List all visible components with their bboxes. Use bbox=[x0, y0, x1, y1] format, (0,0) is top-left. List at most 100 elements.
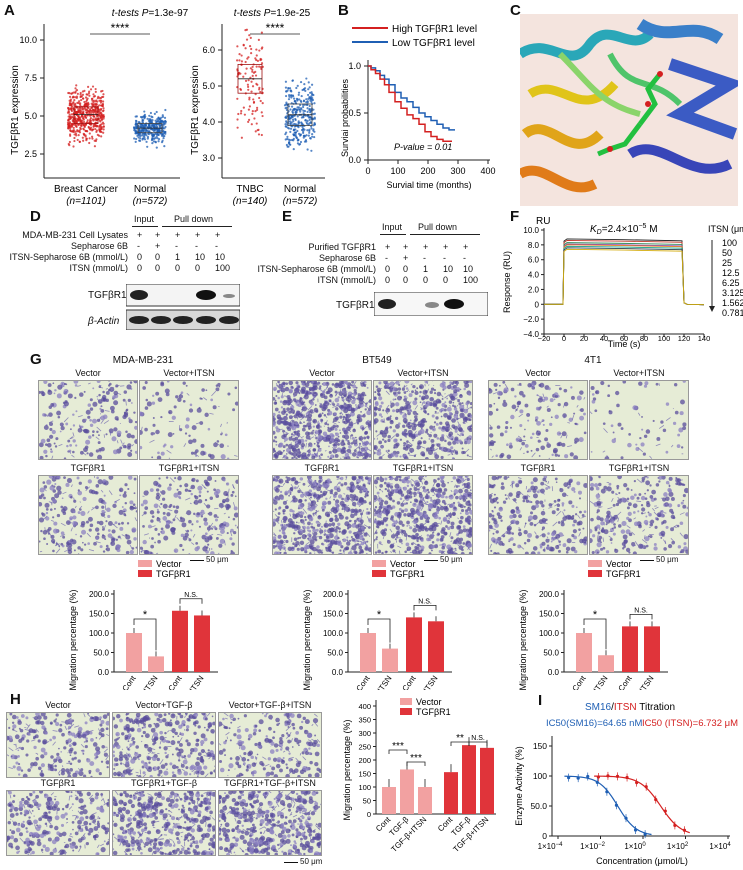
panel-a-left-g1: Breast Cancer bbox=[54, 184, 119, 195]
scale-bar bbox=[640, 560, 654, 561]
panel-a-point bbox=[93, 95, 97, 98]
panel-a-point bbox=[238, 59, 241, 62]
panel-a-point bbox=[308, 104, 311, 108]
panel-a-point bbox=[77, 100, 81, 103]
panel-g-ytick: 100.0 bbox=[539, 629, 560, 638]
panel-a-point bbox=[248, 105, 251, 108]
panel-a-point bbox=[250, 123, 253, 126]
panel-b-xtick: 200 bbox=[420, 166, 435, 176]
panel-a-point bbox=[310, 100, 313, 104]
panel-a-point bbox=[292, 137, 295, 140]
panel-a-point bbox=[142, 124, 145, 127]
panel-a-point bbox=[70, 92, 73, 95]
wb-row-name: ITSN-Sepharose 6B (mmol/L) bbox=[9, 252, 128, 262]
panel-a-point bbox=[145, 129, 148, 132]
panel-a-point bbox=[99, 99, 102, 102]
micrograph-caption: Vector+TGF-β bbox=[135, 700, 193, 710]
panel-i-ic-itsn: IC50 (ITSN)=6.732 μM bbox=[642, 718, 738, 729]
panel-a-point bbox=[74, 87, 77, 90]
panel-a-point bbox=[245, 67, 248, 70]
panel-i-curve bbox=[564, 775, 652, 836]
panel-a-right-sig: **** bbox=[266, 21, 285, 35]
wb-cell: 0 bbox=[385, 264, 391, 274]
panel-label-h: H bbox=[10, 691, 21, 708]
panel-a-point bbox=[248, 118, 251, 121]
panel-a-point bbox=[293, 131, 296, 134]
panel-a-point bbox=[309, 121, 312, 124]
panel-a-point bbox=[164, 125, 167, 129]
scale-bar-label: 50 μm bbox=[300, 857, 323, 866]
wb-cell: - bbox=[195, 241, 198, 251]
panel-g-bar bbox=[382, 648, 398, 672]
panel-f-ru: RU bbox=[536, 216, 550, 227]
panel-a-point bbox=[148, 114, 151, 117]
panel-a-point bbox=[161, 114, 164, 117]
panel-a-point bbox=[304, 138, 308, 142]
panel-a-point bbox=[259, 66, 263, 69]
panel-g-legend-vector: Vector bbox=[156, 560, 182, 569]
panel-a-point bbox=[284, 125, 287, 128]
panel-a-point bbox=[68, 122, 71, 125]
panel-f-xtick: 0 bbox=[562, 334, 566, 343]
panel-f-conc-item: 12.5 bbox=[722, 268, 740, 278]
panel-a-point bbox=[258, 65, 261, 68]
panel-a-point bbox=[313, 135, 316, 139]
panel-a-point bbox=[291, 118, 295, 121]
panel-i-ytick: 50.0 bbox=[530, 801, 547, 811]
panel-a-point bbox=[307, 81, 310, 84]
panel-f-ytick: 2.0 bbox=[528, 285, 540, 294]
micrograph-caption: Vector bbox=[309, 368, 335, 378]
panel-a-point bbox=[144, 125, 147, 128]
panel-i-ytick: 0 bbox=[542, 831, 547, 841]
panel-b-legend-high: High TGFβR1 level bbox=[392, 24, 477, 35]
wb-cell: - bbox=[423, 253, 426, 263]
panel-a-point bbox=[296, 115, 299, 118]
panel-a-point bbox=[296, 142, 300, 145]
panel-a-point bbox=[78, 131, 82, 134]
panel-a-point bbox=[304, 118, 307, 122]
panel-a-point bbox=[146, 137, 149, 140]
panel-a-point bbox=[79, 124, 83, 127]
panel-a-point bbox=[77, 118, 80, 121]
panel-a-point bbox=[101, 110, 105, 113]
panel-a-point bbox=[95, 119, 98, 122]
panel-a-point bbox=[95, 103, 98, 106]
panel-a-point bbox=[300, 100, 303, 103]
panel-a-point bbox=[76, 130, 79, 133]
panel-a-point bbox=[100, 123, 103, 126]
panel-a-point bbox=[143, 116, 146, 119]
panel-g-cell-title: BT549 bbox=[362, 355, 392, 366]
wb-cell: + bbox=[155, 241, 161, 251]
panel-a-left-ytick: 10.0 bbox=[19, 35, 37, 45]
micrograph-caption: TGFβR1+TGF-β bbox=[130, 778, 198, 788]
panel-g-ytick: 150.0 bbox=[323, 610, 344, 619]
panel-g-bar bbox=[428, 621, 444, 672]
panel-a-point bbox=[311, 135, 314, 138]
panel-a-point bbox=[92, 101, 95, 104]
panel-a-point bbox=[284, 123, 287, 126]
wb-row-name: MDA-MB-231 Cell Lysates bbox=[22, 230, 128, 240]
panel-a-point bbox=[309, 137, 312, 140]
panel-a-point bbox=[102, 95, 105, 98]
panel-a-point bbox=[138, 121, 141, 124]
panel-a-point bbox=[66, 106, 70, 110]
panel-g-cell-title: 4T1 bbox=[584, 355, 602, 366]
panel-a-point bbox=[141, 121, 145, 124]
panel-a-point bbox=[160, 141, 164, 144]
wb-row-name: ITSN (mmol/L) bbox=[317, 275, 377, 285]
wb-cell: - bbox=[137, 241, 140, 251]
panel-a-point bbox=[160, 116, 163, 119]
panel-a-point bbox=[77, 101, 80, 105]
wb-cell: + bbox=[423, 242, 429, 252]
panel-b-ytick: 1.0 bbox=[348, 61, 361, 71]
panel-a-point bbox=[251, 74, 254, 77]
panel-a-point bbox=[250, 52, 253, 55]
panel-i-chart: SM16/ITSN Titration IC50(SM16)=64.65 nM … bbox=[514, 702, 738, 866]
micrograph-caption: TGFβR1+ITSN bbox=[392, 463, 454, 473]
panel-i-xtick: 1×100 bbox=[624, 842, 646, 851]
panel-a-point bbox=[288, 94, 291, 97]
panel-a-point bbox=[143, 138, 147, 141]
scale-bar-label: 50 μm bbox=[440, 555, 463, 564]
wb-cell: + bbox=[137, 230, 143, 240]
